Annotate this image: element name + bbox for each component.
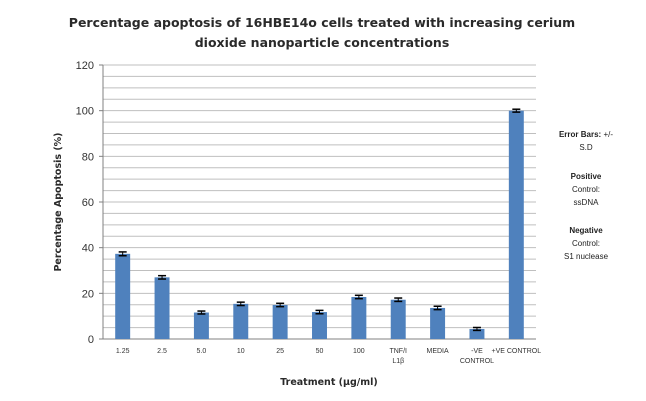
bar <box>430 307 446 339</box>
gridlines <box>103 64 536 329</box>
y-tick-label: 100 <box>76 106 94 118</box>
error-bars-value-2: S.D <box>579 143 593 152</box>
x-tick-label: 100 <box>353 348 365 355</box>
bar <box>469 328 485 339</box>
x-axis-title: Treatment (µg/ml) <box>280 377 378 388</box>
negative-control-label: Negative <box>569 226 603 235</box>
x-tick-label: CONTROL <box>460 358 494 365</box>
x-tick-labels: 1.25 2.5 5.0 10 25 50 100 TNF/I L1β MEDIA -VE CONTR… <box>116 348 541 365</box>
bar <box>115 253 131 339</box>
bar <box>390 299 406 339</box>
x-tick-label: L1β <box>392 358 404 365</box>
chart-title-line-1: Percentage apoptosis of 16HBE14o cells t… <box>69 15 575 30</box>
bar <box>312 312 327 339</box>
negative-control-note: Negative Control: S1 nuclease <box>541 224 631 263</box>
x-tick-label: TNF/I <box>389 348 407 355</box>
positive-control-label-2: Control: <box>571 185 600 194</box>
y-tick-label: 80 <box>82 151 94 163</box>
x-tick-label: +VE CONTROL <box>492 348 542 355</box>
negative-control-label-2: Control: <box>571 239 600 248</box>
x-tick-label: 5.0 <box>197 348 207 355</box>
x-tick-label: 2.5 <box>157 348 167 355</box>
y-tick-label: 60 <box>82 197 94 209</box>
bar <box>508 110 524 340</box>
error-bars-note: Error Bars: +/- S.D <box>541 128 631 154</box>
y-tick-labels: 0 20 40 60 80 100 120 <box>76 60 94 346</box>
x-tick-label: 1.25 <box>116 348 130 355</box>
x-tick-label: 25 <box>276 348 284 355</box>
bar <box>154 277 170 339</box>
error-bars <box>118 108 521 332</box>
x-tick-label: -VE <box>471 348 483 355</box>
y-tick-label: 0 <box>88 334 94 346</box>
chart-title-line-2: dioxide nanoparticle concentrations <box>195 35 450 50</box>
x-tick-label: MEDIA <box>427 348 450 355</box>
x-tick-label: 10 <box>237 348 245 355</box>
bar <box>351 296 367 339</box>
y-tick-label: 120 <box>76 60 94 72</box>
bars <box>115 110 524 340</box>
positive-control-note: Positive Control: ssDNA <box>541 170 631 209</box>
error-bars-value-1: +/- <box>603 130 614 139</box>
positive-control-value: ssDNA <box>573 198 599 207</box>
negative-control-value: S1 nuclease <box>563 252 609 261</box>
positive-control-label: Positive <box>570 172 602 181</box>
y-axis-title: Percentage Apoptosis (%) <box>53 132 64 271</box>
y-tick-label: 20 <box>82 288 94 300</box>
bar <box>233 303 249 339</box>
bar <box>272 304 288 339</box>
y-tick-label: 40 <box>82 243 94 255</box>
bar <box>193 312 209 339</box>
error-bars-label: Error Bars: <box>558 130 602 139</box>
x-tick-label: 50 <box>316 348 324 355</box>
